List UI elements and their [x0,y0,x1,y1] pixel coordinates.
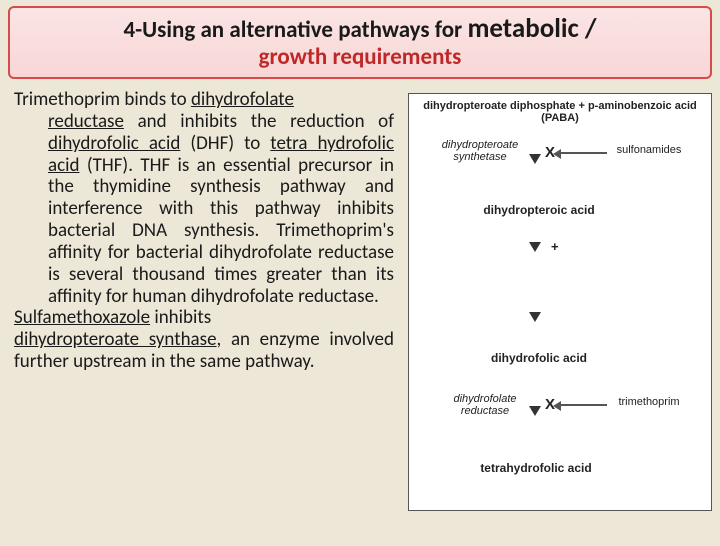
title-line-2: growth requirements [18,43,702,71]
pathway-diagram: dihydropteroate diphosphate + p-aminoben… [408,93,712,511]
enz1-line2: synthetase [439,152,521,164]
arrow-3 [529,312,541,322]
underline-smx: Sulfamethoxazole [14,306,150,329]
paragraph-2: Sulfamethoxazole inhibits [14,307,394,329]
title-box: 4-Using an alternative pathways for meta… [8,6,712,79]
inhibitor-1: sulfonamides [609,144,689,156]
content-area: Trimethoprim binds to dihydrofolate redu… [0,89,720,511]
harrow-2 [561,404,607,406]
node-3: dihydrofolic acid [479,352,599,365]
underline-dhfr1: dihydrofolate [191,88,294,111]
text: inhibits [150,306,211,329]
node-4: tetrahydrofolic acid [471,462,601,475]
title-pre: 4-Using an alternative pathways for [123,16,467,44]
paragraph-1: Trimethoprim binds to dihydrofolate redu… [14,89,394,307]
arrow-2 [529,242,541,252]
arrow-4 [529,406,541,416]
text: (THF). THF is an essential precursor in … [48,154,394,308]
enz1-line1: dihydropteroate [439,140,521,152]
node-2: dihydropteroic acid [479,204,599,217]
arrow-1 [529,154,541,164]
title-line-1: 4-Using an alternative pathways for meta… [18,12,702,45]
inhibitor-2: trimethoprim [609,396,689,408]
enz2-line1: dihydrofolate [449,394,521,406]
text: Trimethoprim binds to [14,88,191,111]
text: and inhibits the reduction of [124,110,394,133]
para1-indent: reductase and inhibits the reduction of … [14,111,394,308]
title-big: metabolic / [467,12,596,45]
enzyme-1: dihydropteroate synthetase [439,140,521,163]
text: (DHF) to [180,132,270,155]
underline-dhps: dihydropteroate synthase [14,328,217,351]
harrow-1 [561,152,607,154]
underline-dhfr2: reductase [48,110,124,133]
enz2-line2: reductase [449,406,521,418]
body-text: Trimethoprim binds to dihydrofolate redu… [14,89,394,511]
node-top: dihydropteroate diphosphate + p-aminoben… [413,100,707,124]
enzyme-2: dihydrofolate reductase [449,394,521,417]
plus-icon: + [551,240,559,254]
underline-dhf: dihydrofolic acid [48,132,180,155]
diagram-panel: dihydropteroate diphosphate + p-aminoben… [394,89,712,511]
